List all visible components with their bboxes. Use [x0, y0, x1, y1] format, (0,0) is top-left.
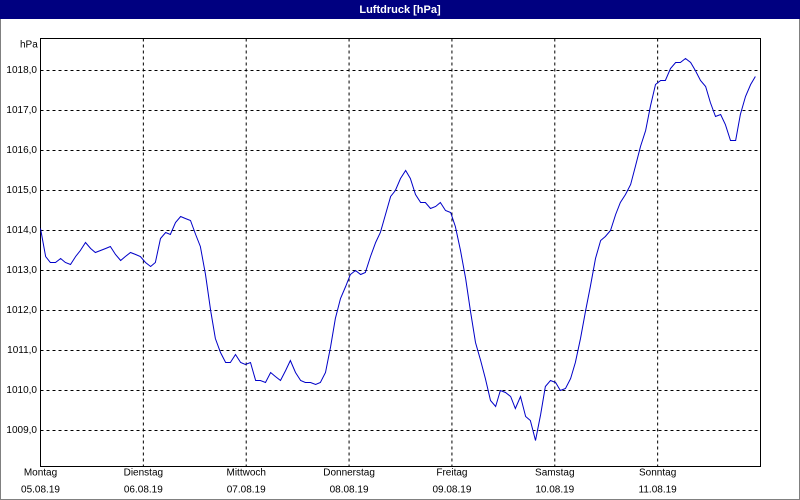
x-tick-date: 11.08.19 [639, 485, 678, 496]
x-tick-date: 07.08.19 [227, 485, 266, 496]
y-tick-label: 1009,0 [6, 425, 37, 436]
x-tick-label: Freitag [436, 468, 467, 479]
y-tick-label: 1017,0 [6, 105, 37, 116]
y-tick-label: 1010,0 [6, 385, 37, 396]
x-tick-label: Montag [24, 468, 57, 479]
y-tick-label: 1013,0 [6, 265, 37, 276]
x-tick-label: Samstag [535, 468, 574, 479]
y-tick-label: 1012,0 [6, 305, 37, 316]
y-tick-label: 1015,0 [6, 185, 37, 196]
chart-title: Luftdruck [hPa] [359, 4, 441, 16]
y-axis-label: hPa [20, 40, 38, 51]
data-line [40, 57, 756, 441]
x-tick-label: Dienstag [124, 468, 163, 479]
x-tick-date: 08.08.19 [330, 485, 369, 496]
y-tick-label: 1014,0 [6, 225, 37, 236]
x-tick-label: Donnerstag [323, 468, 375, 479]
x-tick-date: 09.08.19 [432, 485, 471, 496]
x-tick-label: Mittwoch [226, 468, 265, 479]
x-tick-date: 10.08.19 [535, 485, 574, 496]
y-tick-label: 1018,0 [6, 65, 37, 76]
x-tick-date: 05.08.19 [21, 485, 60, 496]
y-tick-label: 1011,0 [7, 345, 37, 356]
title-bar [0, 0, 800, 19]
plot-frame [40, 38, 761, 467]
x-tick-label: Sonntag [639, 468, 676, 479]
x-tick-date: 06.08.19 [124, 485, 163, 496]
y-tick-label: 1016,0 [6, 145, 37, 156]
